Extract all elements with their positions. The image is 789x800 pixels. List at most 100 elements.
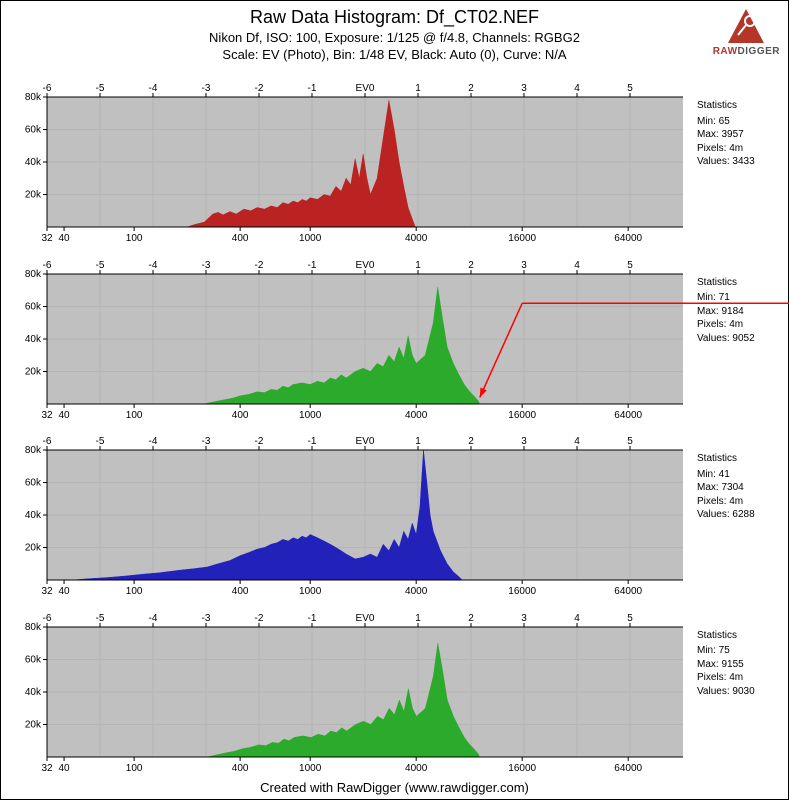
svg-text:40k: 40k (25, 510, 42, 521)
histogram-panel: -6-5-4-3-2-1EV01234532401004001000400016… (11, 434, 778, 598)
svg-text:3: 3 (521, 83, 527, 94)
histogram-panel: -6-5-4-3-2-1EV01234532401004001000400016… (11, 258, 778, 422)
svg-text:-1: -1 (308, 436, 317, 447)
header: Raw Data Histogram: Df_CT02.NEF Nikon Df… (1, 1, 788, 62)
svg-text:40k: 40k (25, 157, 42, 168)
stats-values: Values: 9030 (697, 685, 778, 699)
svg-text:40: 40 (58, 233, 70, 244)
svg-text:32: 32 (41, 763, 53, 774)
svg-text:100: 100 (126, 410, 143, 421)
svg-text:1: 1 (415, 613, 421, 624)
svg-text:32: 32 (41, 586, 53, 597)
svg-text:16000: 16000 (508, 410, 536, 421)
svg-text:-6: -6 (43, 260, 52, 271)
svg-text:EV0: EV0 (356, 613, 375, 624)
svg-text:-3: -3 (202, 436, 211, 447)
stats-max: Max: 3957 (697, 128, 778, 142)
svg-text:80k: 80k (25, 445, 42, 456)
svg-text:-2: -2 (255, 436, 264, 447)
svg-text:20k: 20k (25, 543, 42, 554)
histogram-plot: -6-5-4-3-2-1EV01234532401004001000400016… (11, 611, 691, 775)
stats-max: Max: 7304 (697, 481, 778, 495)
svg-text:40: 40 (58, 763, 70, 774)
svg-text:100: 100 (126, 586, 143, 597)
stats-pixels: Pixels: 4m (697, 318, 778, 332)
svg-text:EV0: EV0 (356, 260, 375, 271)
rawdigger-logo: RAWDIGGER (713, 7, 780, 57)
svg-text:40k: 40k (25, 334, 42, 345)
svg-text:4000: 4000 (405, 763, 428, 774)
svg-text:5: 5 (627, 260, 633, 271)
svg-text:3: 3 (521, 436, 527, 447)
page-title: Raw Data Histogram: Df_CT02.NEF (1, 7, 788, 28)
svg-text:100: 100 (126, 763, 143, 774)
svg-text:-1: -1 (308, 260, 317, 271)
svg-text:1000: 1000 (299, 763, 322, 774)
svg-text:5: 5 (627, 83, 633, 94)
stats-pixels: Pixels: 4m (697, 671, 778, 685)
svg-text:5: 5 (627, 436, 633, 447)
stats-values: Values: 3433 (697, 155, 778, 169)
svg-text:-5: -5 (96, 83, 105, 94)
svg-text:-2: -2 (255, 260, 264, 271)
histogram-plot: -6-5-4-3-2-1EV01234532401004001000400016… (11, 258, 691, 422)
stats-title: Statistics (697, 276, 778, 290)
svg-text:80k: 80k (25, 92, 42, 103)
svg-text:40k: 40k (25, 687, 42, 698)
svg-text:1000: 1000 (299, 233, 322, 244)
svg-text:3: 3 (521, 260, 527, 271)
stats-min: Min: 75 (697, 644, 778, 658)
plot-area: -6-5-4-3-2-1EV01234532401004001000400016… (11, 611, 691, 775)
stats-block: StatisticsMin: 65Max: 3957Pixels: 4mValu… (691, 81, 778, 245)
logo-icon (724, 7, 768, 45)
svg-text:20k: 20k (25, 190, 42, 201)
svg-text:32: 32 (41, 410, 53, 421)
svg-text:60k: 60k (25, 125, 42, 136)
histogram-plot: -6-5-4-3-2-1EV01234532401004001000400016… (11, 434, 691, 598)
svg-text:2: 2 (468, 613, 474, 624)
svg-text:60k: 60k (25, 301, 42, 312)
stats-title: Statistics (697, 629, 778, 643)
svg-text:4: 4 (574, 83, 580, 94)
subtitle-scale: Scale: EV (Photo), Bin: 1/48 EV, Black: … (1, 47, 788, 62)
svg-text:-3: -3 (202, 613, 211, 624)
svg-text:-2: -2 (255, 613, 264, 624)
svg-text:EV0: EV0 (356, 436, 375, 447)
svg-text:-4: -4 (149, 436, 158, 447)
svg-text:-6: -6 (43, 83, 52, 94)
svg-text:1000: 1000 (299, 586, 322, 597)
svg-text:60k: 60k (25, 478, 42, 489)
svg-text:4000: 4000 (405, 410, 428, 421)
svg-text:100: 100 (126, 233, 143, 244)
stats-values: Values: 9052 (697, 332, 778, 346)
stats-pixels: Pixels: 4m (697, 142, 778, 156)
svg-text:2: 2 (468, 436, 474, 447)
svg-text:1000: 1000 (299, 410, 322, 421)
stats-title: Statistics (697, 99, 778, 113)
svg-text:-2: -2 (255, 83, 264, 94)
plot-area: -6-5-4-3-2-1EV01234532401004001000400016… (11, 434, 691, 598)
svg-text:-6: -6 (43, 436, 52, 447)
stats-pixels: Pixels: 4m (697, 495, 778, 509)
svg-text:64000: 64000 (614, 763, 642, 774)
svg-text:-3: -3 (202, 260, 211, 271)
footer-credit: Created with RawDigger (www.rawdigger.co… (1, 780, 788, 795)
histogram-panel: -6-5-4-3-2-1EV01234532401004001000400016… (11, 81, 778, 245)
svg-text:-5: -5 (96, 613, 105, 624)
svg-text:400: 400 (232, 586, 249, 597)
svg-text:-5: -5 (96, 436, 105, 447)
svg-text:2: 2 (468, 260, 474, 271)
stats-values: Values: 6288 (697, 508, 778, 522)
stats-min: Min: 41 (697, 468, 778, 482)
svg-text:1: 1 (415, 83, 421, 94)
svg-text:-4: -4 (149, 83, 158, 94)
figure-frame: RAWDIGGER Raw Data Histogram: Df_CT02.NE… (0, 0, 789, 800)
svg-text:40: 40 (58, 586, 70, 597)
stats-block: StatisticsMin: 41Max: 7304Pixels: 4mValu… (691, 434, 778, 598)
svg-text:-4: -4 (149, 260, 158, 271)
histogram-plot: -6-5-4-3-2-1EV01234532401004001000400016… (11, 81, 691, 245)
svg-text:1: 1 (415, 436, 421, 447)
svg-text:40: 40 (58, 410, 70, 421)
svg-text:16000: 16000 (508, 233, 536, 244)
svg-text:1: 1 (415, 260, 421, 271)
